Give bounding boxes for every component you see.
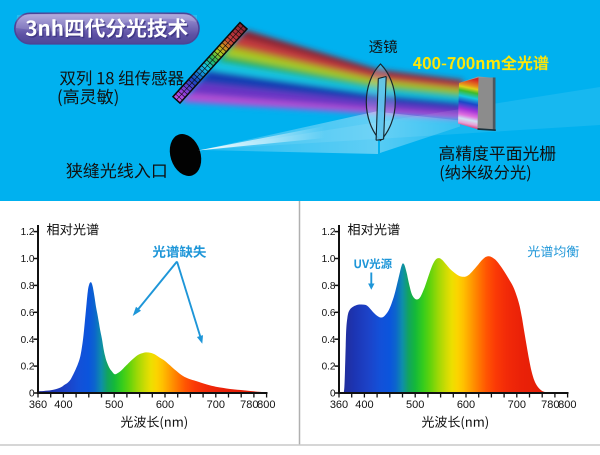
svg-text:780: 780 bbox=[541, 399, 559, 411]
svg-text:700: 700 bbox=[508, 399, 526, 411]
svg-text:0.6: 0.6 bbox=[21, 308, 35, 319]
svg-text:400: 400 bbox=[54, 399, 72, 411]
svg-text:780: 780 bbox=[240, 399, 258, 411]
svg-text:500: 500 bbox=[105, 399, 123, 411]
svg-text:800: 800 bbox=[558, 399, 576, 411]
svg-text:0.4: 0.4 bbox=[21, 335, 35, 346]
svg-text:1.0: 1.0 bbox=[21, 254, 35, 265]
svg-text:0.4: 0.4 bbox=[322, 335, 336, 346]
svg-text:0: 0 bbox=[29, 389, 35, 400]
svg-text:600: 600 bbox=[457, 399, 475, 411]
svg-text:1.2: 1.2 bbox=[21, 227, 35, 238]
svg-text:0.6: 0.6 bbox=[322, 308, 336, 319]
svg-text:700: 700 bbox=[207, 399, 225, 411]
svg-text:1.0: 1.0 bbox=[322, 254, 336, 265]
svg-text:400: 400 bbox=[355, 399, 373, 411]
svg-text:800: 800 bbox=[257, 399, 275, 411]
svg-text:360: 360 bbox=[330, 399, 348, 411]
svg-text:500: 500 bbox=[406, 399, 424, 411]
svg-text:0.8: 0.8 bbox=[21, 281, 35, 292]
svg-text:0.2: 0.2 bbox=[21, 362, 35, 373]
svg-text:600: 600 bbox=[156, 399, 174, 411]
svg-text:0.8: 0.8 bbox=[322, 281, 336, 292]
svg-text:360: 360 bbox=[29, 399, 47, 411]
svg-text:0.2: 0.2 bbox=[322, 362, 336, 373]
svg-text:0: 0 bbox=[330, 389, 336, 400]
svg-text:1.2: 1.2 bbox=[322, 227, 336, 238]
